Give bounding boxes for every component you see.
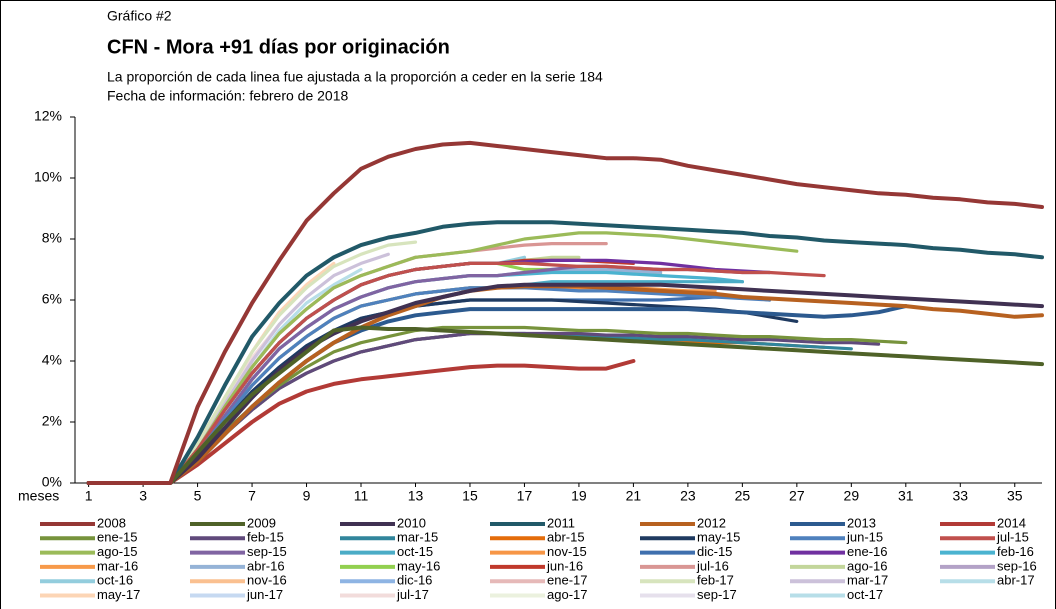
- legend-label: may-16: [397, 558, 440, 573]
- legend-label: may-17: [97, 587, 140, 602]
- x-tick-label: 19: [571, 488, 587, 504]
- legend-label: 2012: [697, 515, 726, 530]
- y-tick-label: 10%: [34, 169, 62, 185]
- legend-label: jun-15: [846, 530, 883, 545]
- legend-label: sep-15: [247, 544, 287, 559]
- x-tick-label: 27: [789, 488, 805, 504]
- legend-label: feb-17: [697, 573, 734, 588]
- series-line: [86, 220, 1044, 485]
- x-tick-label: 33: [952, 488, 968, 504]
- x-tick-label: 21: [626, 488, 642, 504]
- legend-label: jul-17: [396, 587, 429, 602]
- x-tick-label: 31: [898, 488, 914, 504]
- y-tick-label: 6%: [42, 291, 62, 307]
- series-line: [86, 140, 1044, 485]
- legend-label: ago-16: [847, 558, 887, 573]
- chart-note: Fecha de información: febrero de 2018: [107, 88, 348, 104]
- y-tick-label: 0%: [42, 474, 62, 490]
- legend-label: 2013: [847, 515, 876, 530]
- chart-title: CFN - Mora +91 días por originación: [107, 36, 450, 58]
- x-tick-label: 7: [248, 488, 256, 504]
- legend-label: abr-17: [997, 573, 1035, 588]
- legend-label: sep-16: [997, 558, 1037, 573]
- y-tick-label: 2%: [42, 413, 62, 429]
- x-tick-label: 29: [844, 488, 860, 504]
- legend-label: mar-16: [97, 558, 138, 573]
- legend-label: abr-16: [247, 558, 285, 573]
- legend-label: dic-15: [697, 544, 732, 559]
- x-tick-label: 23: [680, 488, 696, 504]
- legend-label: abr-15: [547, 530, 585, 545]
- legend-label: mar-15: [397, 530, 438, 545]
- legend-label: ene-15: [97, 530, 137, 545]
- x-tick-label: 17: [517, 488, 533, 504]
- legend-label: jul-15: [996, 530, 1029, 545]
- legend-label: oct-17: [847, 587, 883, 602]
- legend-label: may-15: [697, 530, 740, 545]
- y-tick-label: 12%: [34, 108, 62, 124]
- legend-label: 2014: [997, 515, 1026, 530]
- legend-label: 2009: [247, 515, 276, 530]
- legend-label: sep-17: [697, 587, 737, 602]
- legend-label: jun-17: [246, 587, 283, 602]
- legend-label: feb-15: [247, 530, 284, 545]
- legend-label: ene-16: [847, 544, 887, 559]
- x-tick-label: 35: [1007, 488, 1023, 504]
- legend-label: nov-16: [247, 573, 287, 588]
- legend-label: 2011: [547, 515, 575, 530]
- legend-label: ago-17: [547, 587, 587, 602]
- series-line: [86, 261, 826, 485]
- legend-label: ene-17: [547, 573, 587, 588]
- y-tick-label: 8%: [42, 230, 62, 246]
- x-tick-label: 11: [354, 488, 369, 504]
- legend-label: 2008: [97, 515, 126, 530]
- legend-label: 2010: [397, 515, 426, 530]
- x-axis-label: meses: [18, 488, 59, 504]
- series-line: [86, 325, 1044, 485]
- chart-pretitle: Gráfico #2: [107, 8, 172, 24]
- x-tick-label: 9: [303, 488, 311, 504]
- legend-label: ago-15: [97, 544, 137, 559]
- legend-label: oct-15: [397, 544, 433, 559]
- legend-label: mar-17: [847, 573, 888, 588]
- x-tick-label: 1: [85, 488, 93, 504]
- legend-label: dic-16: [397, 573, 432, 588]
- x-tick-label: 5: [194, 488, 202, 504]
- x-tick-label: 25: [735, 488, 751, 504]
- x-tick-label: 13: [408, 488, 424, 504]
- y-tick-label: 4%: [42, 352, 62, 368]
- x-tick-label: 15: [462, 488, 478, 504]
- legend-label: nov-15: [547, 544, 587, 559]
- legend-label: feb-16: [997, 544, 1034, 559]
- legend-label: oct-16: [97, 573, 133, 588]
- chart-subtitle: La proporción de cada linea fue ajustada…: [107, 69, 603, 85]
- x-tick-label: 3: [139, 488, 147, 504]
- legend-label: jun-16: [546, 558, 583, 573]
- series-line: [86, 282, 1044, 485]
- legend-label: jul-16: [696, 558, 729, 573]
